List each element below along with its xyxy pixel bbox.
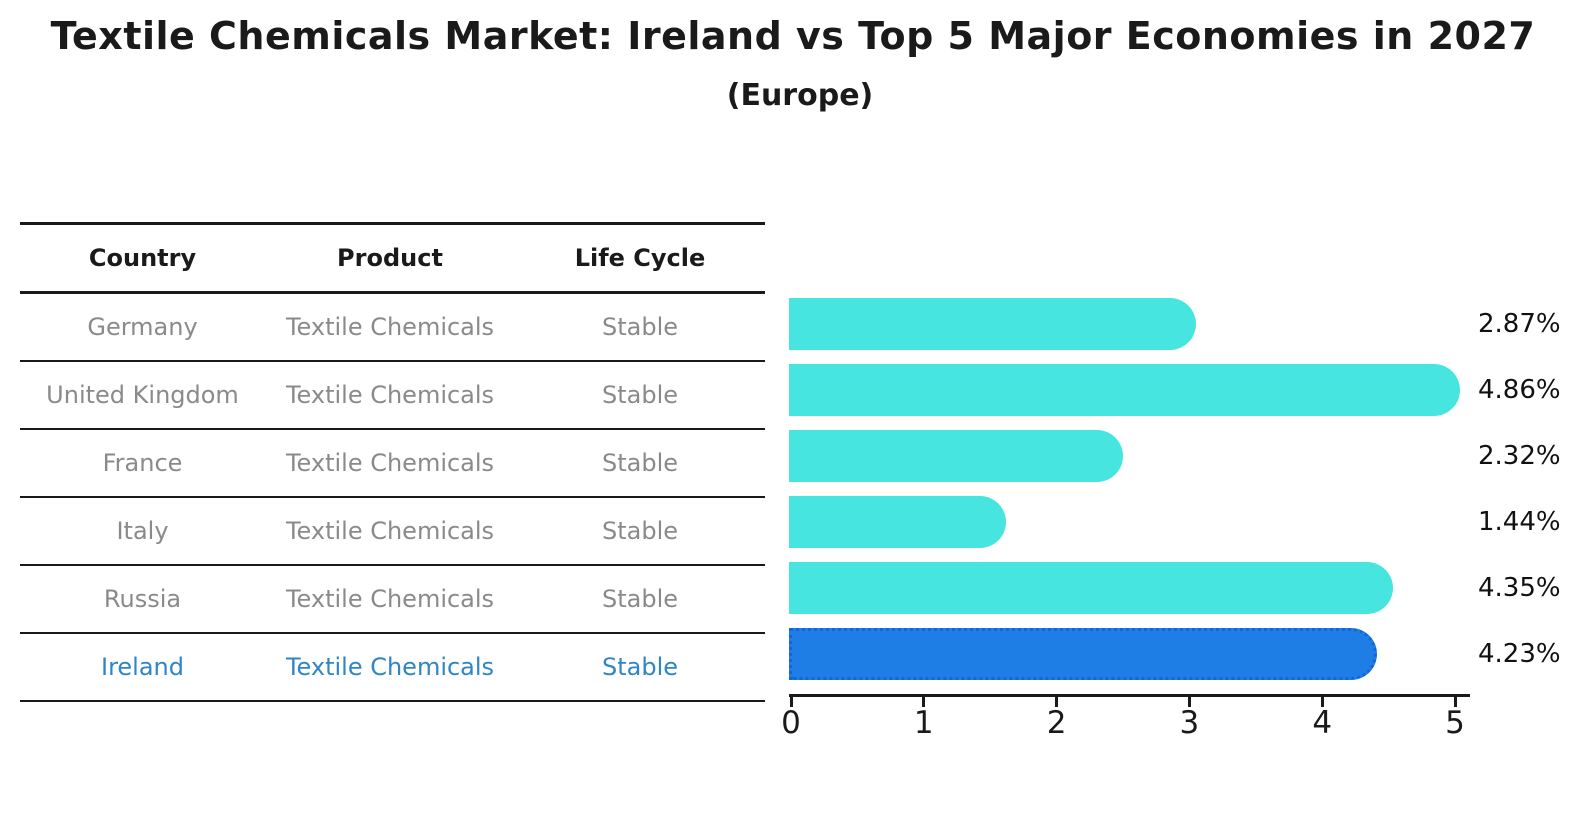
table-cell-product: Textile Chemicals (285, 585, 495, 613)
x-axis-tick-label-2: 2 (1046, 705, 1067, 741)
table-cell-life-cycle: Stable (601, 449, 679, 477)
table-body: Germany Textile Chemicals Stable United Kin… (20, 294, 765, 702)
country-table: Country Product Life Cycle Germany Textile … (20, 222, 765, 702)
x-axis-tick-label-1: 1 (913, 705, 934, 741)
x-axis-tick-label-4: 4 (1312, 705, 1333, 741)
value-label-russia: 4.35% (1478, 573, 1561, 603)
x-axis-tick-4 (1320, 697, 1324, 707)
table-row-germany: Germany Textile Chemicals Stable (20, 294, 765, 362)
x-axis-line (789, 694, 1470, 697)
table-cell-product: Textile Chemicals (285, 449, 495, 477)
value-label-ireland: 4.23% (1478, 639, 1561, 669)
bar-ireland (789, 628, 1377, 680)
table-cell-life-cycle: Stable (601, 653, 679, 681)
chart-title: Textile Chemicals Market: Ireland vs Top… (50, 14, 1536, 58)
table-cell-country: France (102, 449, 183, 477)
value-label-italy: 1.44% (1478, 507, 1561, 537)
table-cell-country: Italy (116, 517, 169, 545)
x-axis-tick-5 (1453, 697, 1457, 707)
bar-france (789, 430, 1124, 482)
table-cell-product: Textile Chemicals (285, 653, 495, 681)
bar-russia (789, 562, 1393, 614)
x-axis-tick-3 (1187, 697, 1191, 707)
table-row-russia: Russia Textile Chemicals Stable (20, 566, 765, 634)
table-cell-product: Textile Chemicals (285, 517, 495, 545)
table-header-product: Product (337, 244, 443, 272)
bar-italy (789, 496, 1007, 548)
x-axis-tick-label-0: 0 (781, 705, 801, 741)
table-header-country: Country (88, 244, 197, 272)
table-cell-country: Russia (103, 585, 182, 613)
x-axis-tick-label-3: 3 (1179, 705, 1200, 741)
chart-subtitle: (Europe) (726, 78, 874, 113)
value-label-united-kingdom: 4.86% (1478, 375, 1561, 405)
table-cell-life-cycle: Stable (601, 313, 679, 341)
x-axis-tick-2 (1055, 697, 1059, 707)
table-cell-product: Textile Chemicals (285, 381, 495, 409)
table-cell-country: Ireland (100, 653, 184, 681)
bar-united-kingdom (789, 364, 1461, 416)
x-axis-tick-0 (789, 697, 793, 707)
table-cell-product: Textile Chemicals (285, 313, 495, 341)
table-row-united-kingdom: United Kingdom Textile Chemicals Stable (20, 362, 765, 430)
table-header-row: Country Product Life Cycle (20, 222, 765, 294)
table-cell-life-cycle: Stable (601, 381, 679, 409)
table-cell-country: United Kingdom (46, 381, 239, 409)
table-cell-life-cycle: Stable (601, 517, 679, 545)
value-label-france: 2.32% (1478, 441, 1561, 471)
bar-germany (789, 298, 1197, 350)
table-cell-country: Germany (87, 313, 198, 341)
table-cell-life-cycle: Stable (601, 585, 679, 613)
table-row-france: France Textile Chemicals Stable (20, 430, 765, 498)
table-header-life-cycle: Life Cycle (574, 244, 706, 272)
table-row-ireland: Ireland Textile Chemicals Stable (20, 634, 765, 702)
value-label-germany: 2.87% (1478, 309, 1561, 339)
x-axis-tick-label-5: 5 (1445, 705, 1465, 741)
table-row-italy: Italy Textile Chemicals Stable (20, 498, 765, 566)
x-axis-tick-1 (922, 697, 926, 707)
